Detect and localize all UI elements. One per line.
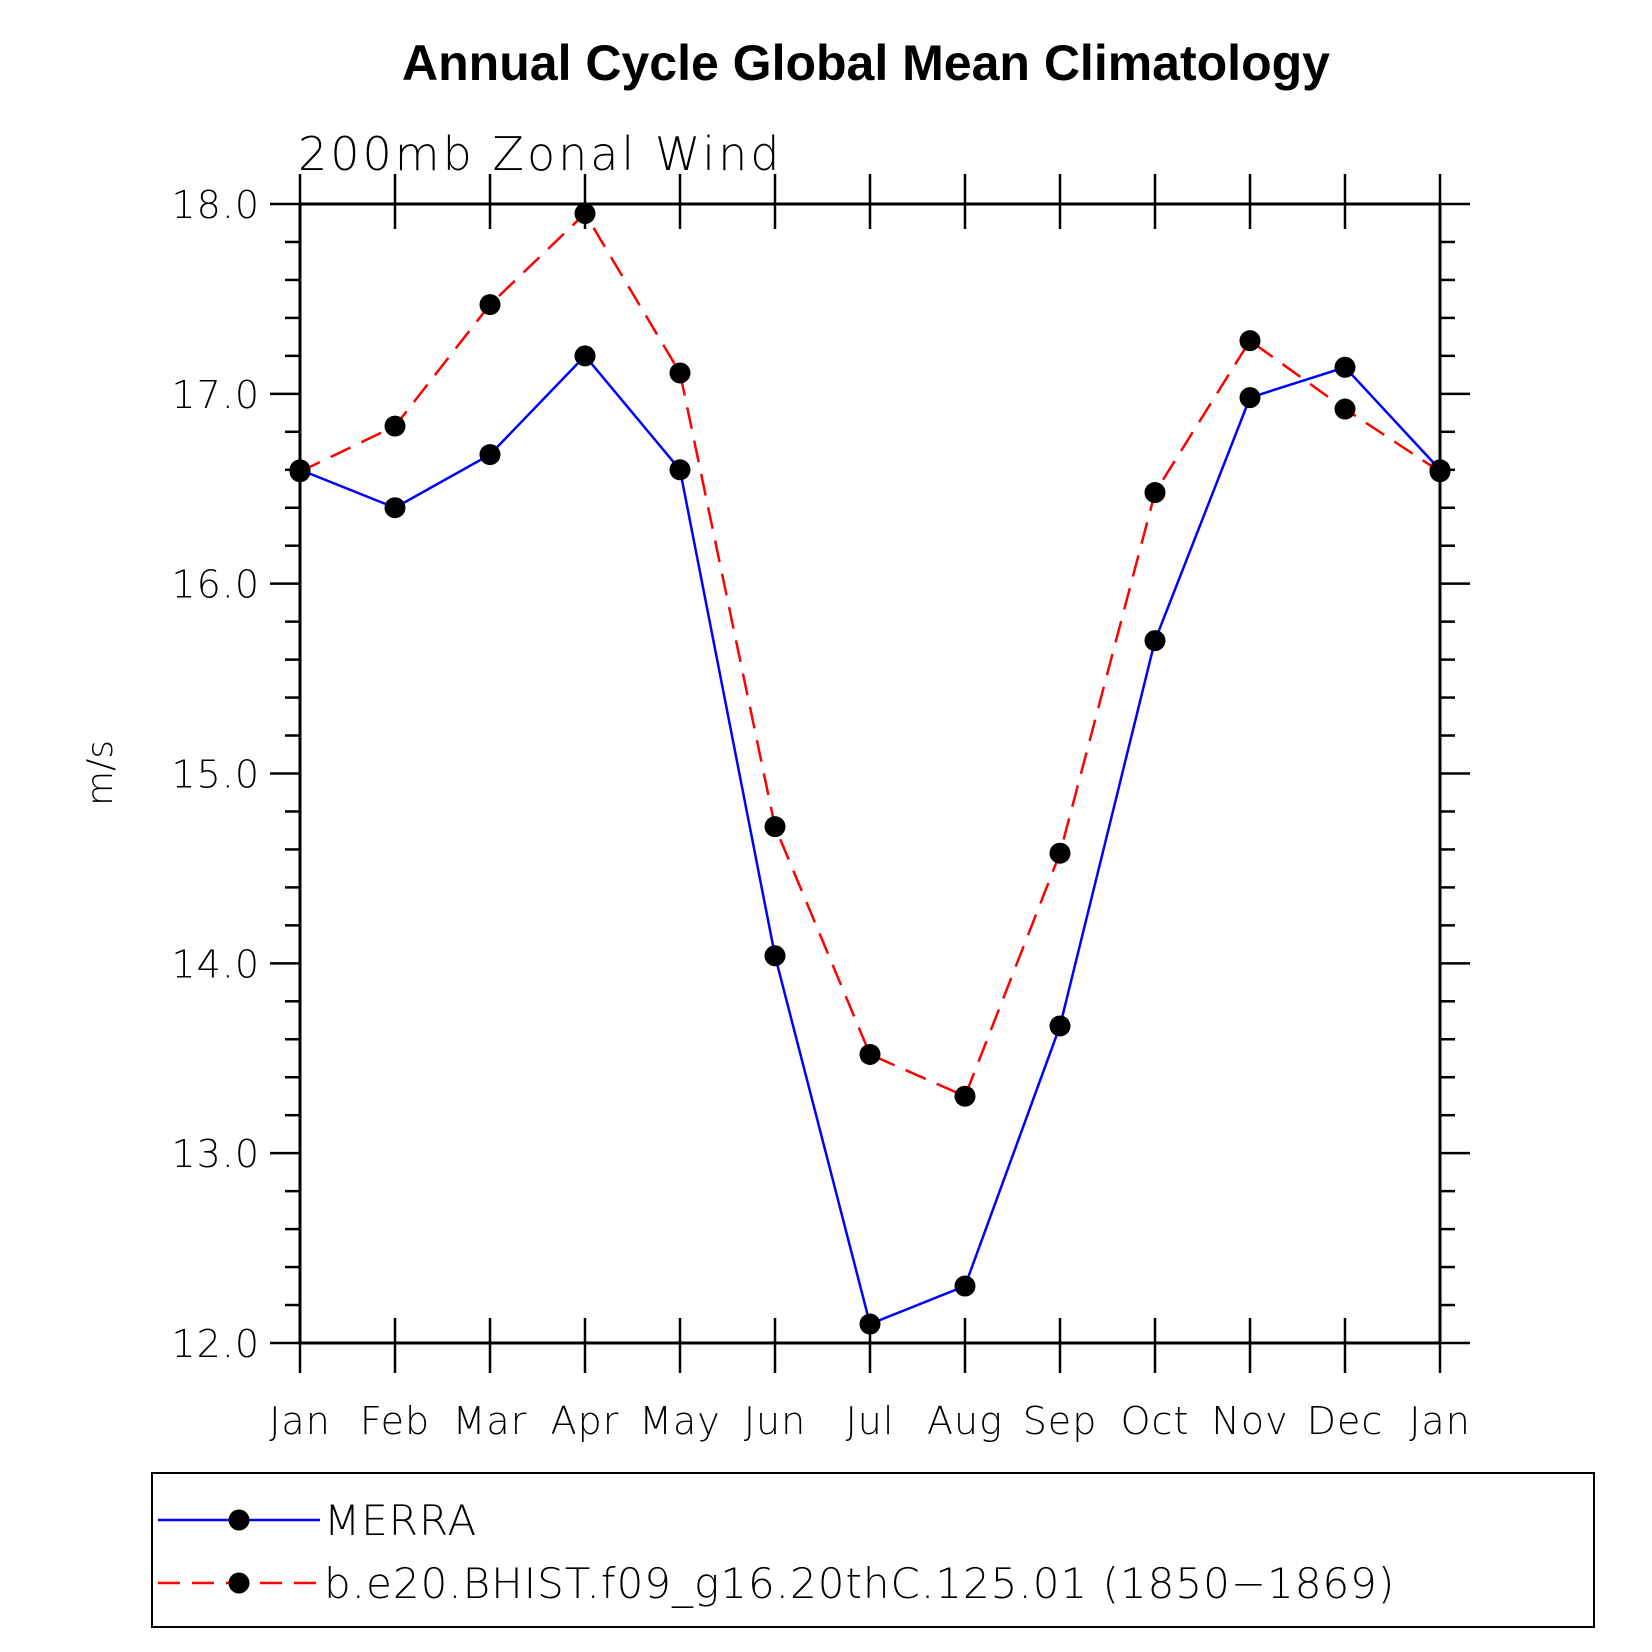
data-point-model — [1239, 330, 1261, 352]
y-tick-label: 14.0 — [171, 942, 260, 986]
data-point-model — [384, 415, 406, 437]
plot-border — [298, 202, 1442, 1345]
data-point-model — [1334, 398, 1356, 420]
x-tick-label: Dec — [1307, 1399, 1384, 1443]
data-point-merra — [764, 945, 786, 967]
data-point-merra — [669, 459, 691, 481]
plot-area — [289, 202, 1451, 1335]
data-point-model — [479, 294, 501, 316]
data-point-merra — [859, 1313, 881, 1335]
y-tick-label: 18.0 — [171, 183, 260, 227]
x-tick-label: Jan — [269, 1399, 331, 1443]
x-tick-label: Mar — [453, 1399, 528, 1443]
x-tick-label: Jan — [1409, 1399, 1471, 1443]
series-line-model — [299, 211, 1441, 1098]
legend: MERRA b.e20.BHIST.f09_g16.20thC.125.01 (1… — [151, 1472, 1595, 1628]
data-point-model — [954, 1085, 976, 1107]
data-point-model — [859, 1043, 881, 1065]
data-point-model — [764, 816, 786, 838]
legend-box — [151, 1472, 1595, 1628]
x-tick-label: Jul — [846, 1399, 895, 1443]
legend-marker-merra — [228, 1509, 250, 1531]
y-tick-label: 15.0 — [171, 753, 260, 797]
legend-marker-model — [228, 1572, 250, 1594]
legend-label-model: b.e20.BHIST.f09_g16.20thC.125.01 (1850−1… — [324, 1559, 1395, 1608]
data-point-merra — [479, 444, 501, 466]
data-point-merra — [1144, 630, 1166, 652]
x-tick-label: Feb — [360, 1399, 430, 1443]
data-point-merra — [1239, 387, 1261, 409]
chart-title: Annual Cycle Global Mean Climatology — [402, 35, 1330, 91]
x-tick-label: Sep — [1023, 1399, 1098, 1443]
x-axis: Jan Feb Mar Apr May Jun Jul Aug Sep Oct Nov Dec Jan — [269, 174, 1471, 1443]
data-point-model — [574, 202, 596, 224]
data-point-merra — [384, 497, 406, 519]
x-tick-label: May — [639, 1399, 721, 1443]
y-axis: 12.0 13.0 14.0 15.0 16.0 17.0 18.0 — [171, 183, 1470, 1366]
y-tick-label: 12.0 — [171, 1322, 260, 1366]
chart-subtitle: 200mb Zonal Wind — [298, 127, 782, 181]
y-tick-label: 17.0 — [171, 373, 260, 417]
legend-label-merra: MERRA — [324, 1496, 477, 1545]
data-point-model — [1144, 482, 1166, 504]
data-point-merra — [574, 345, 596, 367]
y-tick-label: 13.0 — [171, 1132, 260, 1176]
y-axis-label: m/s — [80, 740, 121, 806]
series-line-merra — [299, 353, 1441, 1326]
data-point-merra — [954, 1275, 976, 1297]
x-tick-label: Apr — [551, 1399, 620, 1443]
x-tick-label: Nov — [1211, 1399, 1288, 1443]
data-point-merra — [1049, 1015, 1071, 1037]
y-tick-label: 16.0 — [171, 563, 260, 607]
data-point-model — [1049, 842, 1071, 864]
plot-frame — [298, 202, 1442, 1345]
data-point-merra — [1334, 356, 1356, 378]
data-point-model — [669, 362, 691, 384]
x-tick-label: Oct — [1121, 1399, 1190, 1443]
data-point-model — [289, 461, 311, 483]
data-point-model — [1429, 461, 1451, 483]
x-tick-label: Jun — [744, 1399, 806, 1443]
x-tick-label: Aug — [927, 1399, 1003, 1443]
